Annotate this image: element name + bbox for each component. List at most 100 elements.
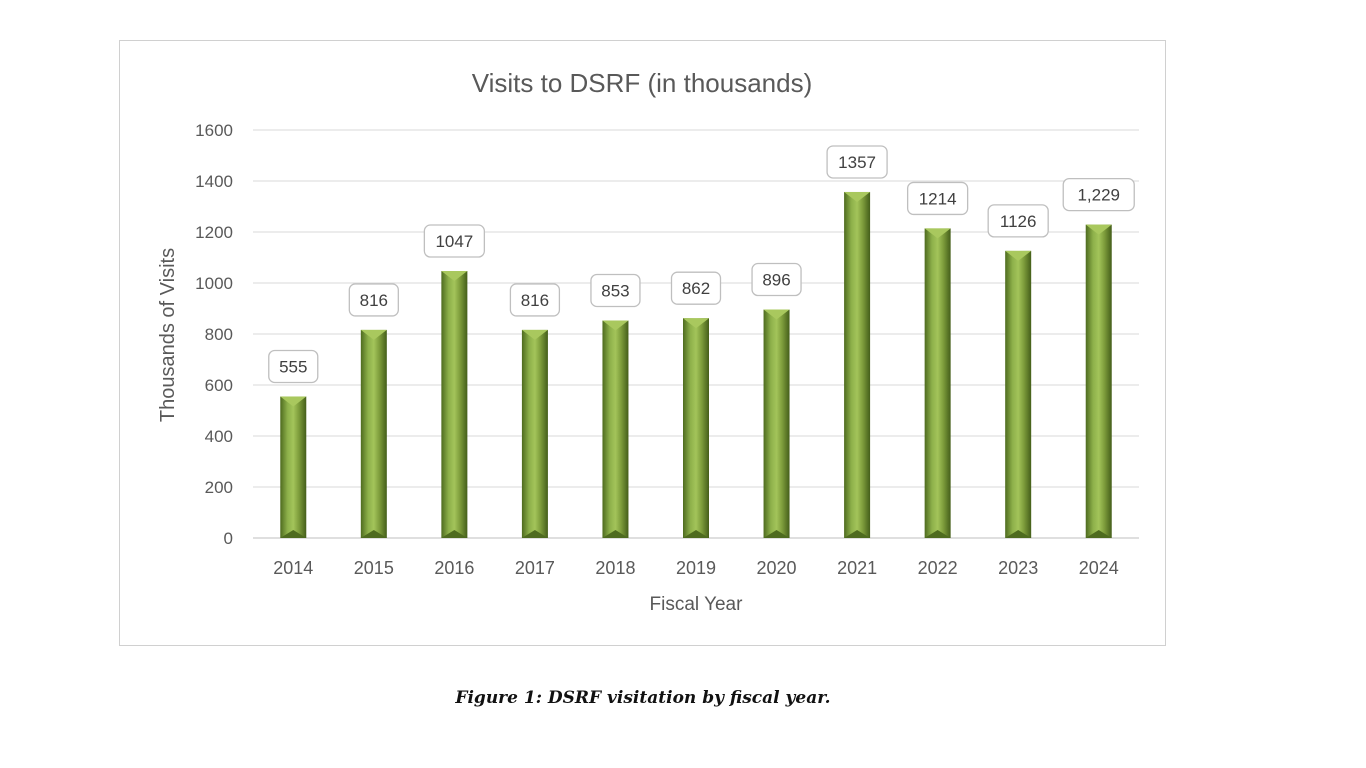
- bar-cap: [441, 271, 468, 282]
- bar-2024: [1085, 224, 1112, 539]
- data-label-2019: 862: [670, 271, 722, 305]
- x-tick-label: 2024: [1079, 558, 1119, 578]
- data-labels: 555 816 1047 816 853 862 896 1357 1214 1126 1,229: [268, 145, 1135, 384]
- bar-cap: [360, 329, 387, 340]
- data-label-box: [670, 271, 722, 305]
- data-label-box: [268, 349, 319, 384]
- bar-2018: [602, 320, 629, 538]
- bar-2023: [1005, 250, 1032, 538]
- bar-base: [280, 530, 307, 538]
- data-label-2021: 1357: [826, 145, 888, 179]
- bar-2014: [280, 396, 307, 538]
- data-label-2014: 555: [268, 349, 319, 384]
- y-tick-label: 0: [224, 529, 233, 548]
- bar-base: [924, 530, 951, 538]
- data-label-2015: 816: [348, 283, 399, 317]
- data-label-2023: 1126: [987, 204, 1049, 238]
- data-label-text: 1,229: [1077, 186, 1120, 205]
- y-tick-label: 200: [205, 478, 233, 497]
- y-tick-label: 1000: [195, 274, 233, 293]
- x-tick-label: 2017: [515, 558, 555, 578]
- bar-2015: [360, 329, 387, 538]
- bar-cap: [924, 228, 951, 239]
- bar-cap: [844, 191, 871, 202]
- y-tick-labels: 0 200 400 600 800 1000 1200 1400 1600: [195, 121, 233, 548]
- bar-2019: [683, 318, 709, 538]
- bar-body: [924, 228, 951, 538]
- data-label-text: 1126: [1000, 212, 1037, 231]
- bar-2022: [924, 228, 951, 538]
- data-label-text: 862: [682, 279, 710, 298]
- bar-body: [441, 271, 468, 538]
- data-label-2018: 853: [590, 273, 641, 308]
- bar-body: [602, 320, 629, 538]
- bar-base: [441, 530, 468, 538]
- data-label-text: 816: [521, 291, 549, 310]
- x-tick-label: 2019: [676, 558, 716, 578]
- bar-body: [763, 309, 790, 538]
- bar-body: [280, 396, 307, 538]
- y-tick-label: 1600: [195, 121, 233, 140]
- bar-cap: [763, 309, 790, 320]
- data-label-box: [348, 283, 399, 317]
- bar-base: [360, 530, 387, 538]
- chart-title: Visits to DSRF (in thousands): [472, 68, 813, 98]
- bar-base: [1005, 530, 1032, 538]
- data-label-box: [590, 273, 641, 308]
- bar-body: [844, 191, 871, 538]
- x-tick-label: 2015: [354, 558, 394, 578]
- data-label-box: [751, 262, 802, 297]
- bar-base: [602, 530, 629, 538]
- bars: [280, 191, 1112, 539]
- data-label-2016: 1047: [423, 224, 486, 258]
- x-axis-label: Fiscal Year: [650, 594, 744, 615]
- bar-cap: [280, 396, 307, 407]
- data-label-box: [987, 204, 1049, 238]
- y-tick-label: 800: [205, 325, 233, 344]
- bar-body: [1005, 250, 1032, 538]
- x-tick-label: 2021: [837, 558, 877, 578]
- data-label-text: 1357: [838, 153, 876, 172]
- data-label-text: 853: [601, 281, 629, 300]
- data-label-text: 896: [762, 271, 790, 290]
- y-axis-label: Thousands of Visits: [157, 248, 179, 422]
- x-tick-label: 2016: [434, 558, 474, 578]
- data-label-box: [1062, 177, 1135, 212]
- x-tick-labels: 2014 2015 2016 2017 2018 2019 2020 2021 2022 2023…: [273, 558, 1119, 578]
- chart-frame: [119, 40, 1166, 646]
- bar-body: [1085, 224, 1112, 539]
- data-label-2022: 1214: [906, 181, 969, 216]
- y-tick-label: 1400: [195, 172, 233, 191]
- y-tick-label: 1200: [195, 223, 233, 242]
- data-label-text: 1214: [919, 189, 957, 208]
- data-label-text: 555: [279, 357, 307, 376]
- bar-cap: [683, 318, 709, 329]
- data-label-box: [826, 145, 888, 179]
- bar-base: [763, 530, 790, 538]
- x-tick-label: 2022: [918, 558, 958, 578]
- bar-body: [521, 329, 548, 538]
- data-label-box: [423, 224, 486, 258]
- x-tick-label: 2018: [595, 558, 635, 578]
- bar-body: [360, 329, 387, 538]
- bar-cap: [1085, 224, 1112, 235]
- bar-2020: [763, 309, 790, 538]
- bar-base: [521, 530, 548, 538]
- x-tick-label: 2023: [998, 558, 1038, 578]
- bar-body: [683, 318, 709, 538]
- y-tick-label: 400: [205, 427, 233, 446]
- data-label-text: 1047: [435, 232, 473, 251]
- data-label-box: [906, 181, 969, 216]
- data-label-2017: 816: [509, 283, 561, 317]
- bar-cap: [521, 329, 548, 340]
- x-tick-label: 2020: [757, 558, 797, 578]
- data-label-2024: 1,229: [1062, 177, 1135, 212]
- bar-2017: [521, 329, 548, 538]
- figure-caption: Figure 1: DSRF visitation by fiscal year…: [455, 688, 831, 708]
- bar-cap: [1005, 250, 1032, 261]
- x-tick-label: 2014: [273, 558, 313, 578]
- bar-cap: [602, 320, 629, 331]
- data-label-box: [509, 283, 561, 317]
- y-tick-label: 600: [205, 376, 233, 395]
